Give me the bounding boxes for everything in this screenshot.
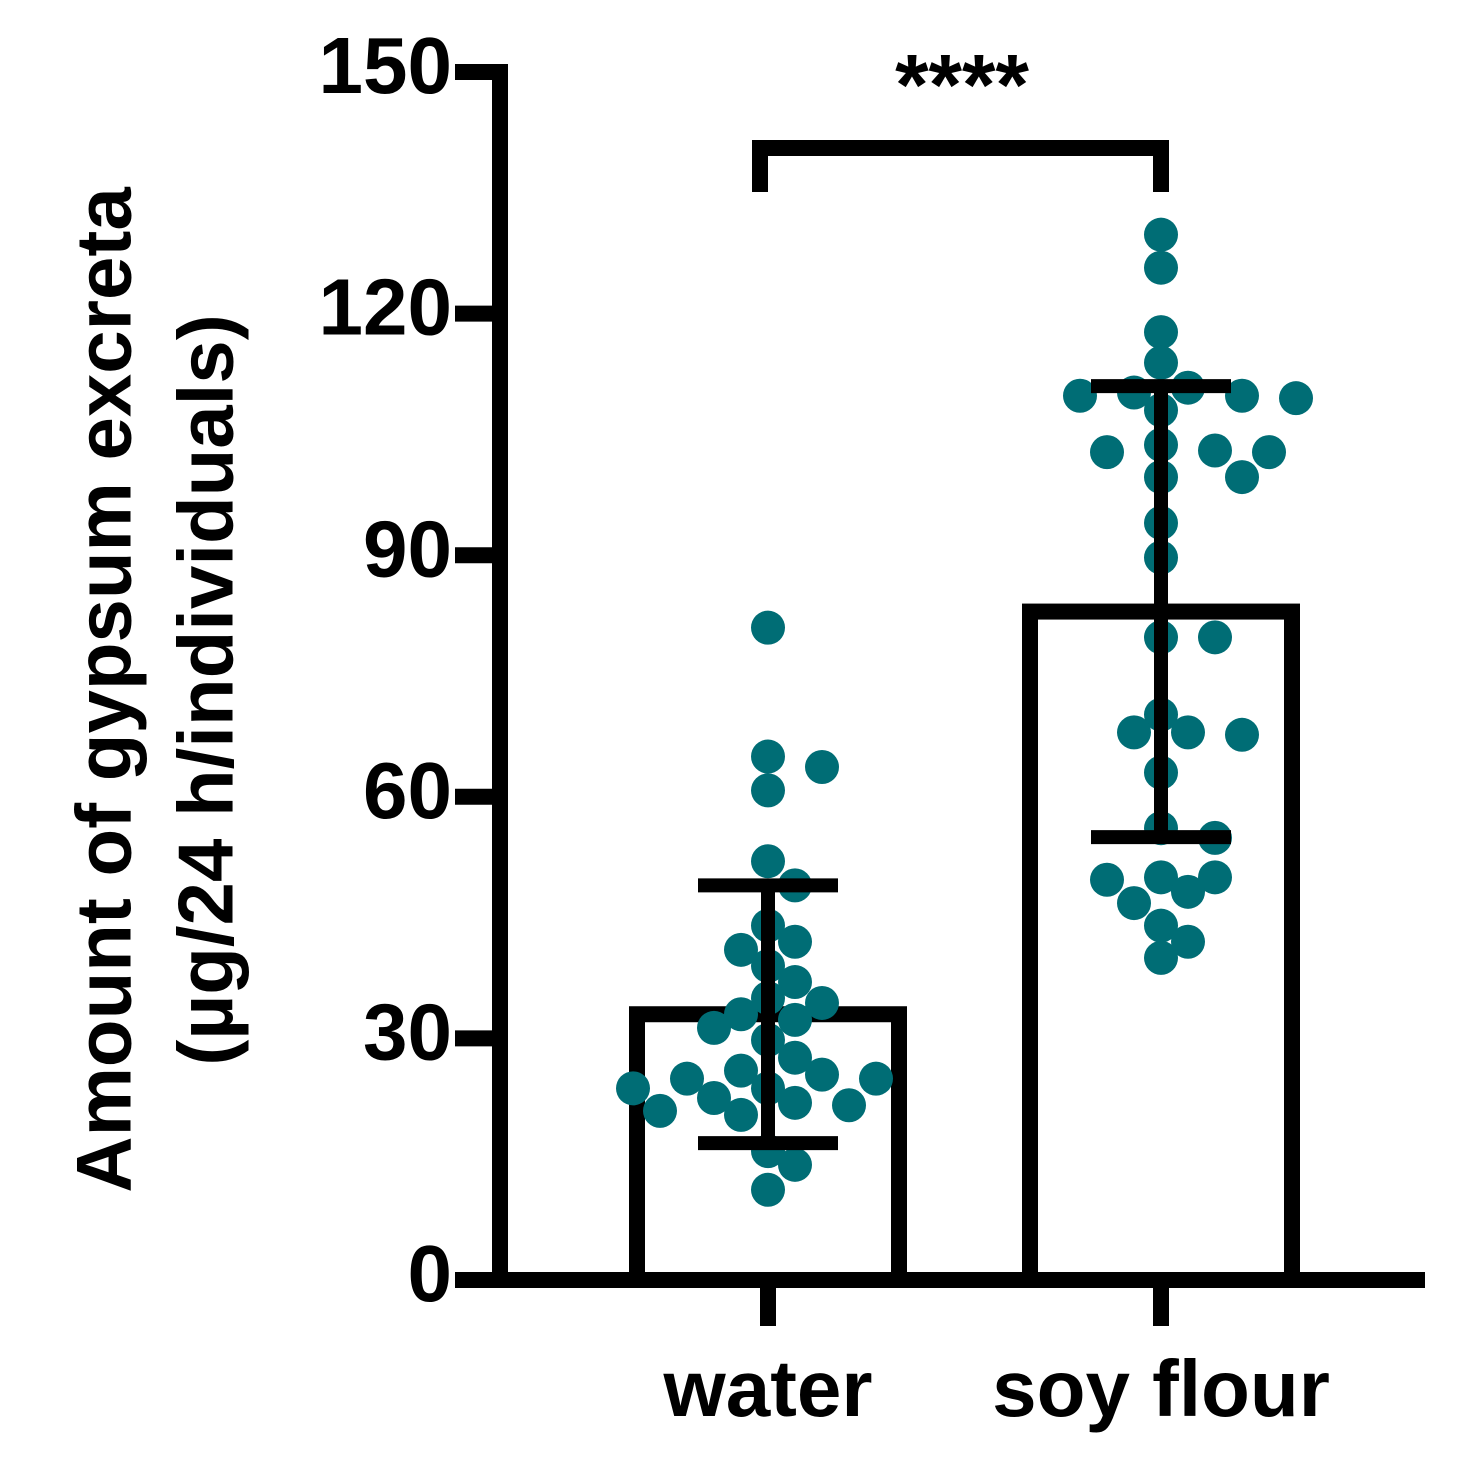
y-tick-label: 120 — [319, 263, 452, 352]
data-point — [751, 773, 785, 808]
data-point — [724, 997, 758, 1032]
data-point — [1144, 860, 1178, 895]
data-point — [832, 1088, 866, 1123]
data-point — [724, 932, 758, 967]
data-point — [778, 1085, 812, 1120]
data-point — [1090, 862, 1124, 897]
x-tick-label: water — [663, 1344, 873, 1433]
data-point — [1252, 435, 1286, 470]
data-point — [643, 1093, 677, 1128]
data-point — [1144, 908, 1178, 943]
data-point — [1198, 860, 1232, 895]
data-point — [805, 750, 839, 785]
data-point — [751, 610, 785, 645]
data-point — [724, 1097, 758, 1132]
y-tick-label: 0 — [408, 1229, 453, 1318]
data-point — [1144, 217, 1178, 252]
data-point — [724, 1053, 758, 1088]
data-point — [616, 1071, 650, 1106]
data-point — [1144, 940, 1178, 975]
data-point — [1225, 717, 1259, 752]
data-point — [1198, 620, 1232, 655]
data-point — [1225, 378, 1259, 413]
data-point — [1279, 381, 1313, 416]
data-point — [670, 1061, 704, 1096]
y-tick-label: 90 — [363, 504, 452, 593]
data-point — [805, 1057, 839, 1092]
data-point — [1198, 433, 1232, 468]
data-point — [1063, 378, 1097, 413]
data-point — [751, 739, 785, 774]
data-point — [778, 924, 812, 959]
data-point — [1090, 435, 1124, 470]
data-point — [1117, 886, 1151, 921]
y-tick-label: 30 — [363, 988, 452, 1077]
data-point — [1171, 924, 1205, 959]
data-point — [1171, 874, 1205, 909]
data-point — [1117, 715, 1151, 750]
data-point — [859, 1061, 893, 1096]
data-point — [778, 965, 812, 1000]
x-tick-label: soy flour — [992, 1344, 1330, 1433]
data-point — [778, 1040, 812, 1075]
data-point — [778, 1147, 812, 1182]
data-point — [697, 1010, 731, 1045]
y-axis-title: Amount of gypsum excreta — [60, 187, 148, 1193]
significance-label: **** — [895, 38, 1029, 134]
y-tick-label: 60 — [363, 746, 452, 835]
data-point — [805, 985, 839, 1020]
data-point — [751, 844, 785, 879]
y-tick-label: 150 — [319, 21, 452, 110]
data-point — [751, 1172, 785, 1207]
significance-bracket — [752, 140, 1169, 192]
data-point — [697, 1080, 731, 1115]
data-point — [1171, 715, 1205, 750]
data-point — [1144, 315, 1178, 350]
data-point — [1144, 345, 1178, 380]
data-point — [778, 1002, 812, 1037]
data-point — [1225, 460, 1259, 495]
data-point — [1144, 250, 1178, 285]
y-axis-title: (µg/24 h/individuals) — [162, 314, 250, 1065]
